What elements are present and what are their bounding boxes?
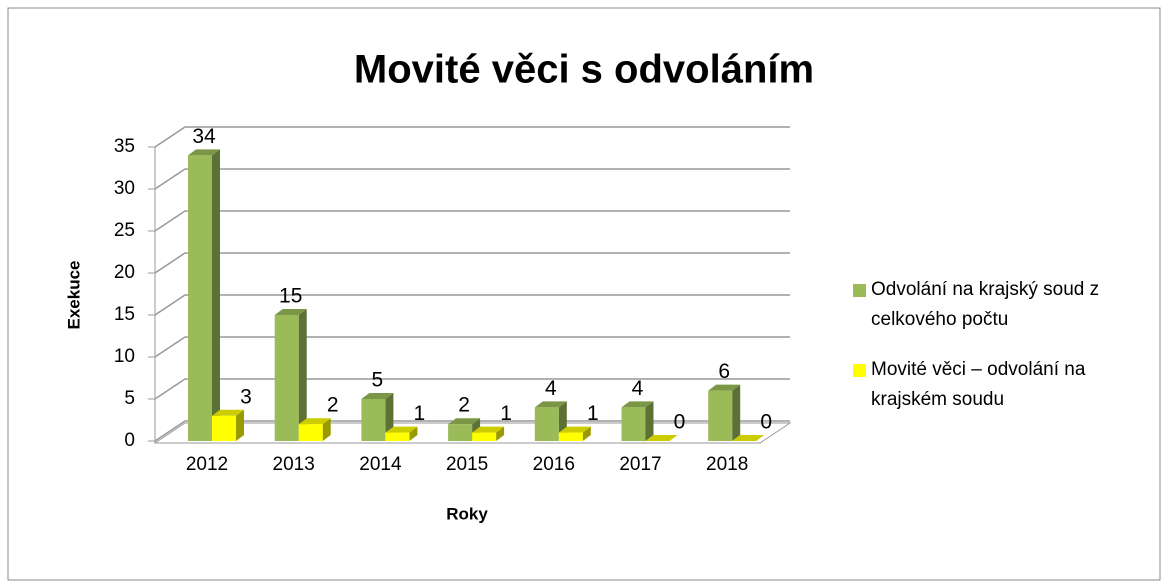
y-tick-label: 30 <box>114 178 135 199</box>
bar <box>188 149 220 441</box>
bar-top <box>361 393 394 399</box>
bar-front <box>558 432 583 441</box>
bar-top <box>298 418 331 425</box>
x-tick-label: 2017 <box>619 454 661 475</box>
grid-line <box>154 210 790 232</box>
bar-top <box>558 426 591 433</box>
y-tick-label: 5 <box>124 388 135 409</box>
grid-line <box>154 294 790 316</box>
y-tick-label: 25 <box>114 220 135 241</box>
chart-title: Movité věci s odvoláním <box>354 48 814 92</box>
bar <box>472 426 505 441</box>
bar-side <box>645 401 654 441</box>
bar-front <box>448 424 473 441</box>
bar-top <box>212 409 244 416</box>
bar-side <box>496 426 505 441</box>
y-tick-label: 15 <box>114 304 135 325</box>
legend-swatch <box>853 364 866 377</box>
bar-front <box>385 432 410 441</box>
data-label: 34 <box>192 125 216 148</box>
grid-line <box>154 168 790 190</box>
bar-top <box>645 435 678 441</box>
bar <box>298 418 331 441</box>
bar-top <box>621 401 654 408</box>
grid-line <box>154 336 790 358</box>
bar-side <box>236 409 244 441</box>
bar-front <box>188 155 212 441</box>
data-label: 2 <box>327 394 339 417</box>
bar <box>645 435 678 441</box>
bar-front <box>708 390 733 441</box>
bar <box>708 384 741 441</box>
y-tick-label: 10 <box>114 346 135 367</box>
bar <box>274 309 307 441</box>
bar-top <box>534 401 567 408</box>
bar-side <box>732 384 741 441</box>
bar-front <box>212 415 236 441</box>
bar-top <box>274 309 307 315</box>
grid-line <box>154 252 790 274</box>
bar <box>361 393 394 441</box>
x-tick-label: 2012 <box>186 454 228 475</box>
bar <box>385 426 418 441</box>
bar-side <box>298 309 307 441</box>
bar-side <box>212 149 220 441</box>
x-tick-label: 2014 <box>359 454 402 475</box>
data-label: 3 <box>240 385 252 408</box>
bar <box>558 426 591 441</box>
bar-front <box>621 407 646 441</box>
bar-side <box>409 426 418 441</box>
bar-top <box>708 384 741 391</box>
bar-front <box>298 424 323 441</box>
y-tick-label: 35 <box>114 136 135 157</box>
x-tick-label: 2013 <box>273 454 315 475</box>
data-label: 2 <box>458 394 470 417</box>
bar <box>212 409 244 441</box>
data-label: 15 <box>279 285 302 308</box>
x-tick-label: 2016 <box>533 454 575 475</box>
bar-front <box>472 432 497 441</box>
x-tick-label: 2018 <box>706 454 748 475</box>
bar-top <box>188 149 220 156</box>
bar-top <box>472 426 505 433</box>
y-tick-label: 20 <box>114 262 135 283</box>
bar-top <box>385 426 418 433</box>
data-label: 0 <box>760 411 772 434</box>
y-axis-title: Exekuce <box>64 261 83 330</box>
legend-item: Odvolání na krajský soud z celkového poč… <box>853 275 1103 335</box>
legend-label: Movité věci – odvolání na krajském soudu <box>871 359 1086 410</box>
x-tick-label: 2015 <box>446 454 488 475</box>
legend-swatch <box>853 284 866 297</box>
grid-line <box>154 420 790 442</box>
data-label: 4 <box>545 377 557 400</box>
data-label: 1 <box>587 402 599 425</box>
data-label: 4 <box>632 377 644 400</box>
data-label: 5 <box>372 369 384 392</box>
legend-label: Odvolání na krajský soud z celkového poč… <box>871 279 1100 330</box>
bar-front <box>534 407 559 441</box>
data-label: 1 <box>414 402 426 425</box>
bar-front <box>361 399 386 441</box>
legend-item: Movité věci – odvolání na krajském soudu <box>853 355 1115 415</box>
grid-line <box>154 378 790 400</box>
bar-top <box>732 435 765 441</box>
data-label: 6 <box>718 360 730 383</box>
data-label: 0 <box>674 411 686 434</box>
y-tick-label: 0 <box>124 430 135 451</box>
bar-side <box>582 426 591 441</box>
bar <box>732 435 765 441</box>
x-axis-title: Roky <box>446 504 488 523</box>
grid-line <box>154 126 790 148</box>
bar-top <box>448 418 481 425</box>
bar <box>621 401 654 441</box>
bar-side <box>322 418 331 441</box>
bar-front <box>274 315 299 441</box>
data-label: 1 <box>500 402 512 425</box>
